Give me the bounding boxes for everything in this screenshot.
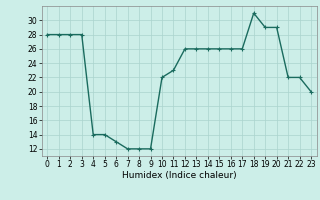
X-axis label: Humidex (Indice chaleur): Humidex (Indice chaleur) bbox=[122, 171, 236, 180]
